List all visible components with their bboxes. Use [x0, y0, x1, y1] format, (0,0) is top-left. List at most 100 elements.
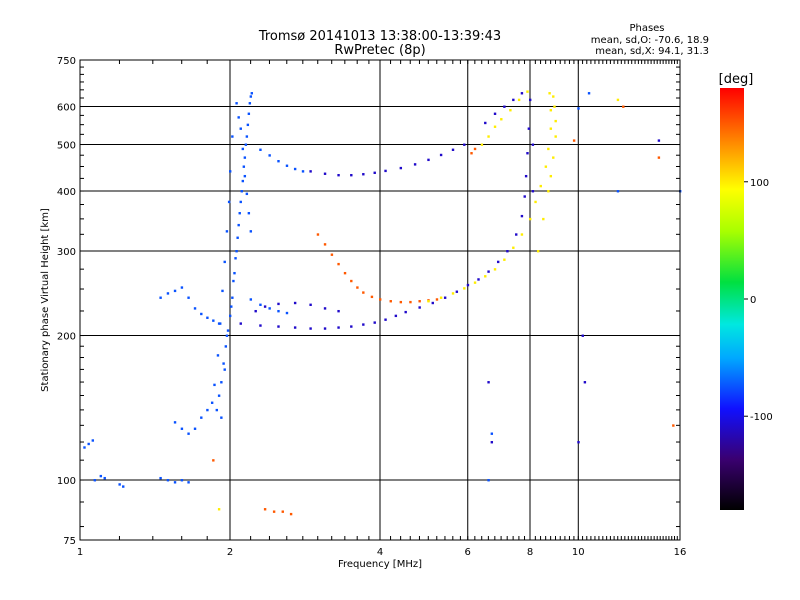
data-point: [520, 233, 524, 236]
data-point: [268, 307, 271, 310]
data-point: [526, 152, 529, 155]
data-point: [83, 446, 86, 449]
data-point: [572, 139, 576, 142]
data-point: [534, 200, 537, 204]
data-point: [529, 217, 532, 221]
data-point: [549, 174, 553, 178]
data-point: [173, 421, 177, 424]
data-point: [259, 148, 262, 151]
data-point: [506, 250, 509, 253]
data-point: [249, 298, 253, 301]
data-point: [487, 135, 490, 138]
data-point: [166, 479, 170, 482]
data-point: [549, 127, 553, 130]
data-point: [277, 302, 280, 306]
data-point: [553, 105, 556, 108]
x-tick-label: 4: [377, 547, 383, 558]
data-point: [427, 300, 430, 303]
data-point: [470, 152, 473, 155]
chart-subtitle: RwPretec (8p): [334, 43, 425, 58]
chart-title: Tromsø 20141013 13:38:00-13:39:43: [258, 29, 501, 44]
data-point: [254, 309, 257, 313]
data-point: [243, 156, 247, 159]
data-point: [536, 250, 540, 253]
data-point: [493, 112, 497, 115]
data-point: [350, 325, 353, 328]
data-point: [362, 291, 365, 294]
data-point: [173, 481, 177, 484]
data-point: [159, 476, 162, 480]
data-point: [547, 147, 550, 151]
data-point: [672, 424, 675, 427]
data-point: [230, 305, 233, 308]
stats-x-line: mean, sd,X: 94.1, 31.3: [595, 46, 709, 57]
data-point: [221, 289, 224, 293]
data-point: [431, 301, 434, 305]
data-point: [531, 143, 535, 146]
data-points: [83, 90, 682, 516]
y-tick-label: 300: [57, 247, 76, 258]
data-point: [309, 303, 312, 306]
data-point: [463, 287, 466, 290]
data-point: [216, 354, 220, 357]
data-point: [323, 243, 327, 246]
data-point: [526, 90, 529, 93]
data-point: [285, 164, 289, 167]
data-point: [515, 233, 518, 236]
data-point: [180, 286, 184, 289]
data-point: [323, 307, 327, 310]
data-point: [91, 439, 95, 442]
data-point: [301, 170, 305, 173]
data-point: [222, 362, 225, 365]
data-point: [235, 250, 238, 253]
data-point: [272, 510, 276, 513]
data-point: [487, 270, 490, 273]
data-point: [463, 143, 466, 146]
data-point: [539, 184, 542, 188]
data-point: [263, 508, 267, 511]
data-point: [235, 102, 238, 105]
minor-ticks: [80, 60, 681, 540]
stats-o-line: mean, sd,O: -70.6, 18.9: [591, 35, 709, 46]
data-point: [239, 127, 242, 130]
data-point: [285, 311, 289, 315]
data-point: [99, 474, 103, 478]
data-point: [439, 153, 443, 157]
y-tick-label: 200: [57, 332, 76, 343]
data-point: [277, 325, 280, 328]
data-point: [389, 300, 392, 303]
data-point: [427, 158, 430, 162]
data-point: [657, 156, 661, 159]
data-point: [193, 307, 197, 310]
data-point: [552, 156, 555, 159]
y-tick-label: 750: [57, 56, 76, 67]
data-point: [496, 260, 500, 264]
data-point: [244, 143, 248, 146]
colorbar-tick-label: -100: [750, 412, 773, 423]
data-point: [581, 334, 584, 337]
data-point: [523, 195, 526, 198]
data-point: [166, 292, 170, 295]
data-point: [187, 296, 190, 299]
data-point: [247, 212, 251, 215]
data-point: [542, 217, 545, 221]
data-point: [243, 174, 247, 178]
y-tick-label: 400: [57, 187, 76, 198]
x-tick-label: 10: [572, 547, 585, 558]
colorbar-ticks: 100 0 -100: [744, 178, 773, 423]
data-point: [245, 192, 249, 196]
data-point: [249, 95, 253, 98]
data-point: [616, 98, 620, 102]
data-point: [217, 322, 221, 325]
data-point: [200, 416, 203, 419]
data-point: [227, 200, 231, 204]
data-point: [493, 125, 497, 128]
colorbar-tick-label: 0: [750, 295, 756, 306]
data-point: [337, 309, 340, 313]
data-point: [206, 316, 209, 319]
data-point: [249, 230, 253, 233]
data-point: [93, 479, 97, 482]
data-point: [362, 173, 365, 176]
data-point: [122, 485, 125, 488]
